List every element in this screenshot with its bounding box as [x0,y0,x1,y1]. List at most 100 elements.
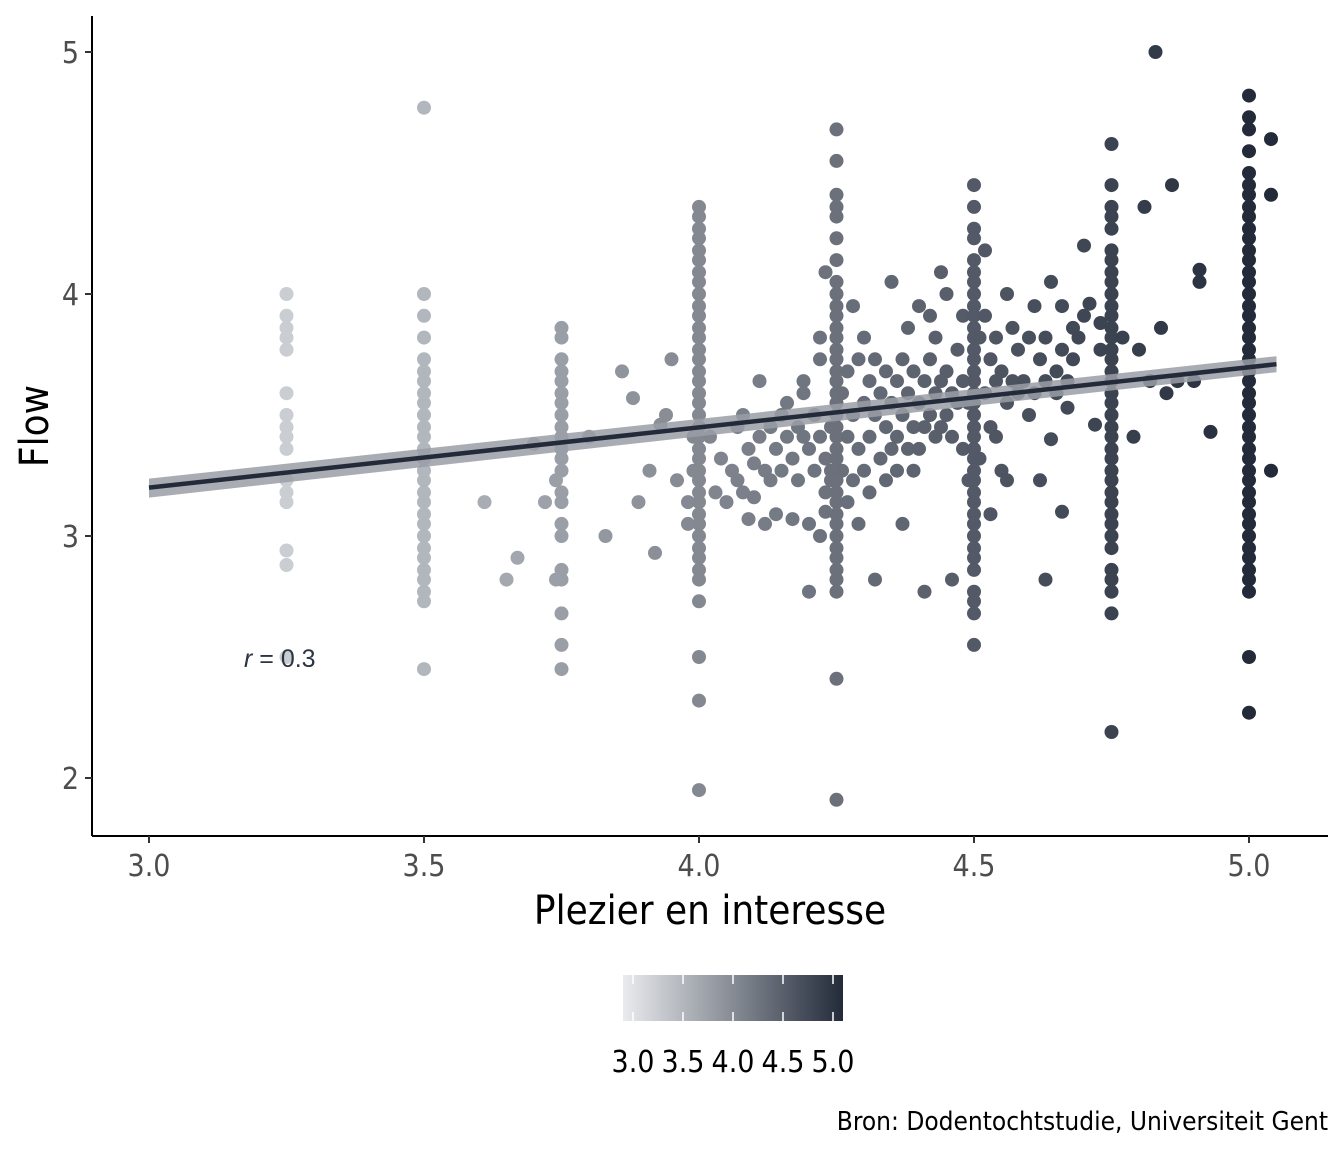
data-point [692,320,706,335]
data-point [692,342,706,357]
data-point [829,584,844,599]
data-point [279,330,294,345]
data-point [692,308,706,323]
data-point [279,543,294,558]
data-point [873,451,888,466]
data-point [901,320,915,335]
data-point [692,451,706,466]
data-point [1055,299,1069,314]
data-point [994,364,1009,379]
data-point [692,541,706,556]
data-point [279,485,294,500]
data-point [829,320,844,335]
data-point [417,550,431,565]
data-point [1104,330,1119,345]
data-point [1104,274,1119,289]
data-point [934,420,948,435]
data-point [857,330,871,345]
data-point [1060,400,1075,415]
data-point [1077,238,1091,253]
data-point [1242,178,1256,193]
data-point [829,287,844,301]
data-point [1264,187,1278,202]
data-point [1104,541,1119,556]
data-point [692,274,706,289]
data-point [967,541,981,556]
data-point [1011,342,1025,357]
data-point [835,463,849,478]
data-point [642,463,657,478]
data-point [862,374,877,389]
x-tick-label: 4.0 [678,849,721,884]
data-point [1104,451,1119,466]
data-point [692,364,706,379]
data-point [1192,274,1207,289]
legend-label: 4.5 [762,1045,805,1080]
data-point [873,386,888,401]
data-point [829,187,844,202]
x-tick-label: 5.0 [1228,849,1271,884]
data-point [813,429,827,444]
data-point [1104,221,1119,236]
data-point [1044,432,1058,447]
data-point [956,308,970,323]
data-point [1242,166,1256,180]
data-point [1132,342,1146,357]
data-point [279,420,294,435]
data-point [692,209,706,224]
data-point [928,330,943,345]
data-point [1104,299,1119,314]
data-point [906,364,921,379]
y-ticks: 2 3 4 5 [62,36,92,797]
data-point [1044,274,1058,289]
color-legend: 3.0 3.5 4.0 4.5 5.0 [612,975,854,1080]
data-point [692,693,706,708]
data-point [912,299,926,314]
data-point [950,342,965,357]
x-tick-label: 4.5 [953,849,996,884]
data-point [829,429,844,444]
data-point [1242,209,1256,224]
data-point [1104,253,1119,268]
data-point [1071,330,1086,345]
data-point [692,243,706,258]
data-point [906,420,921,435]
data-point [692,287,706,301]
data-point [758,516,772,531]
data-point [967,299,981,314]
data-point [774,463,789,478]
data-point [1104,199,1119,214]
data-point [1242,485,1256,500]
data-point [956,441,970,456]
data-point [1055,504,1069,519]
data-point [890,463,904,478]
legend-label: 3.5 [662,1045,705,1080]
data-point [477,495,492,510]
data-point [417,287,431,301]
data-point [796,386,811,401]
data-point [829,199,844,214]
data-point [939,287,954,301]
data-point [829,507,844,522]
data-point [692,529,706,543]
source-caption: Bron: Dodentochtstudie, Universiteit Gen… [837,1107,1328,1137]
data-point [1242,308,1256,323]
data-point [1049,364,1064,379]
data-point [1242,529,1256,543]
data-point [769,441,783,456]
data-point [967,637,981,652]
data-point [1104,320,1119,335]
data-point [279,408,294,422]
data-point [417,507,431,522]
data-point [417,473,431,488]
data-point [967,253,981,268]
data-point [829,253,844,268]
data-point [972,451,987,466]
data-point [1242,550,1256,565]
data-point [1104,562,1119,577]
data-point [692,783,706,798]
data-point [279,429,294,444]
data-point [813,330,827,345]
data-point [417,429,431,444]
data-point [851,516,866,531]
